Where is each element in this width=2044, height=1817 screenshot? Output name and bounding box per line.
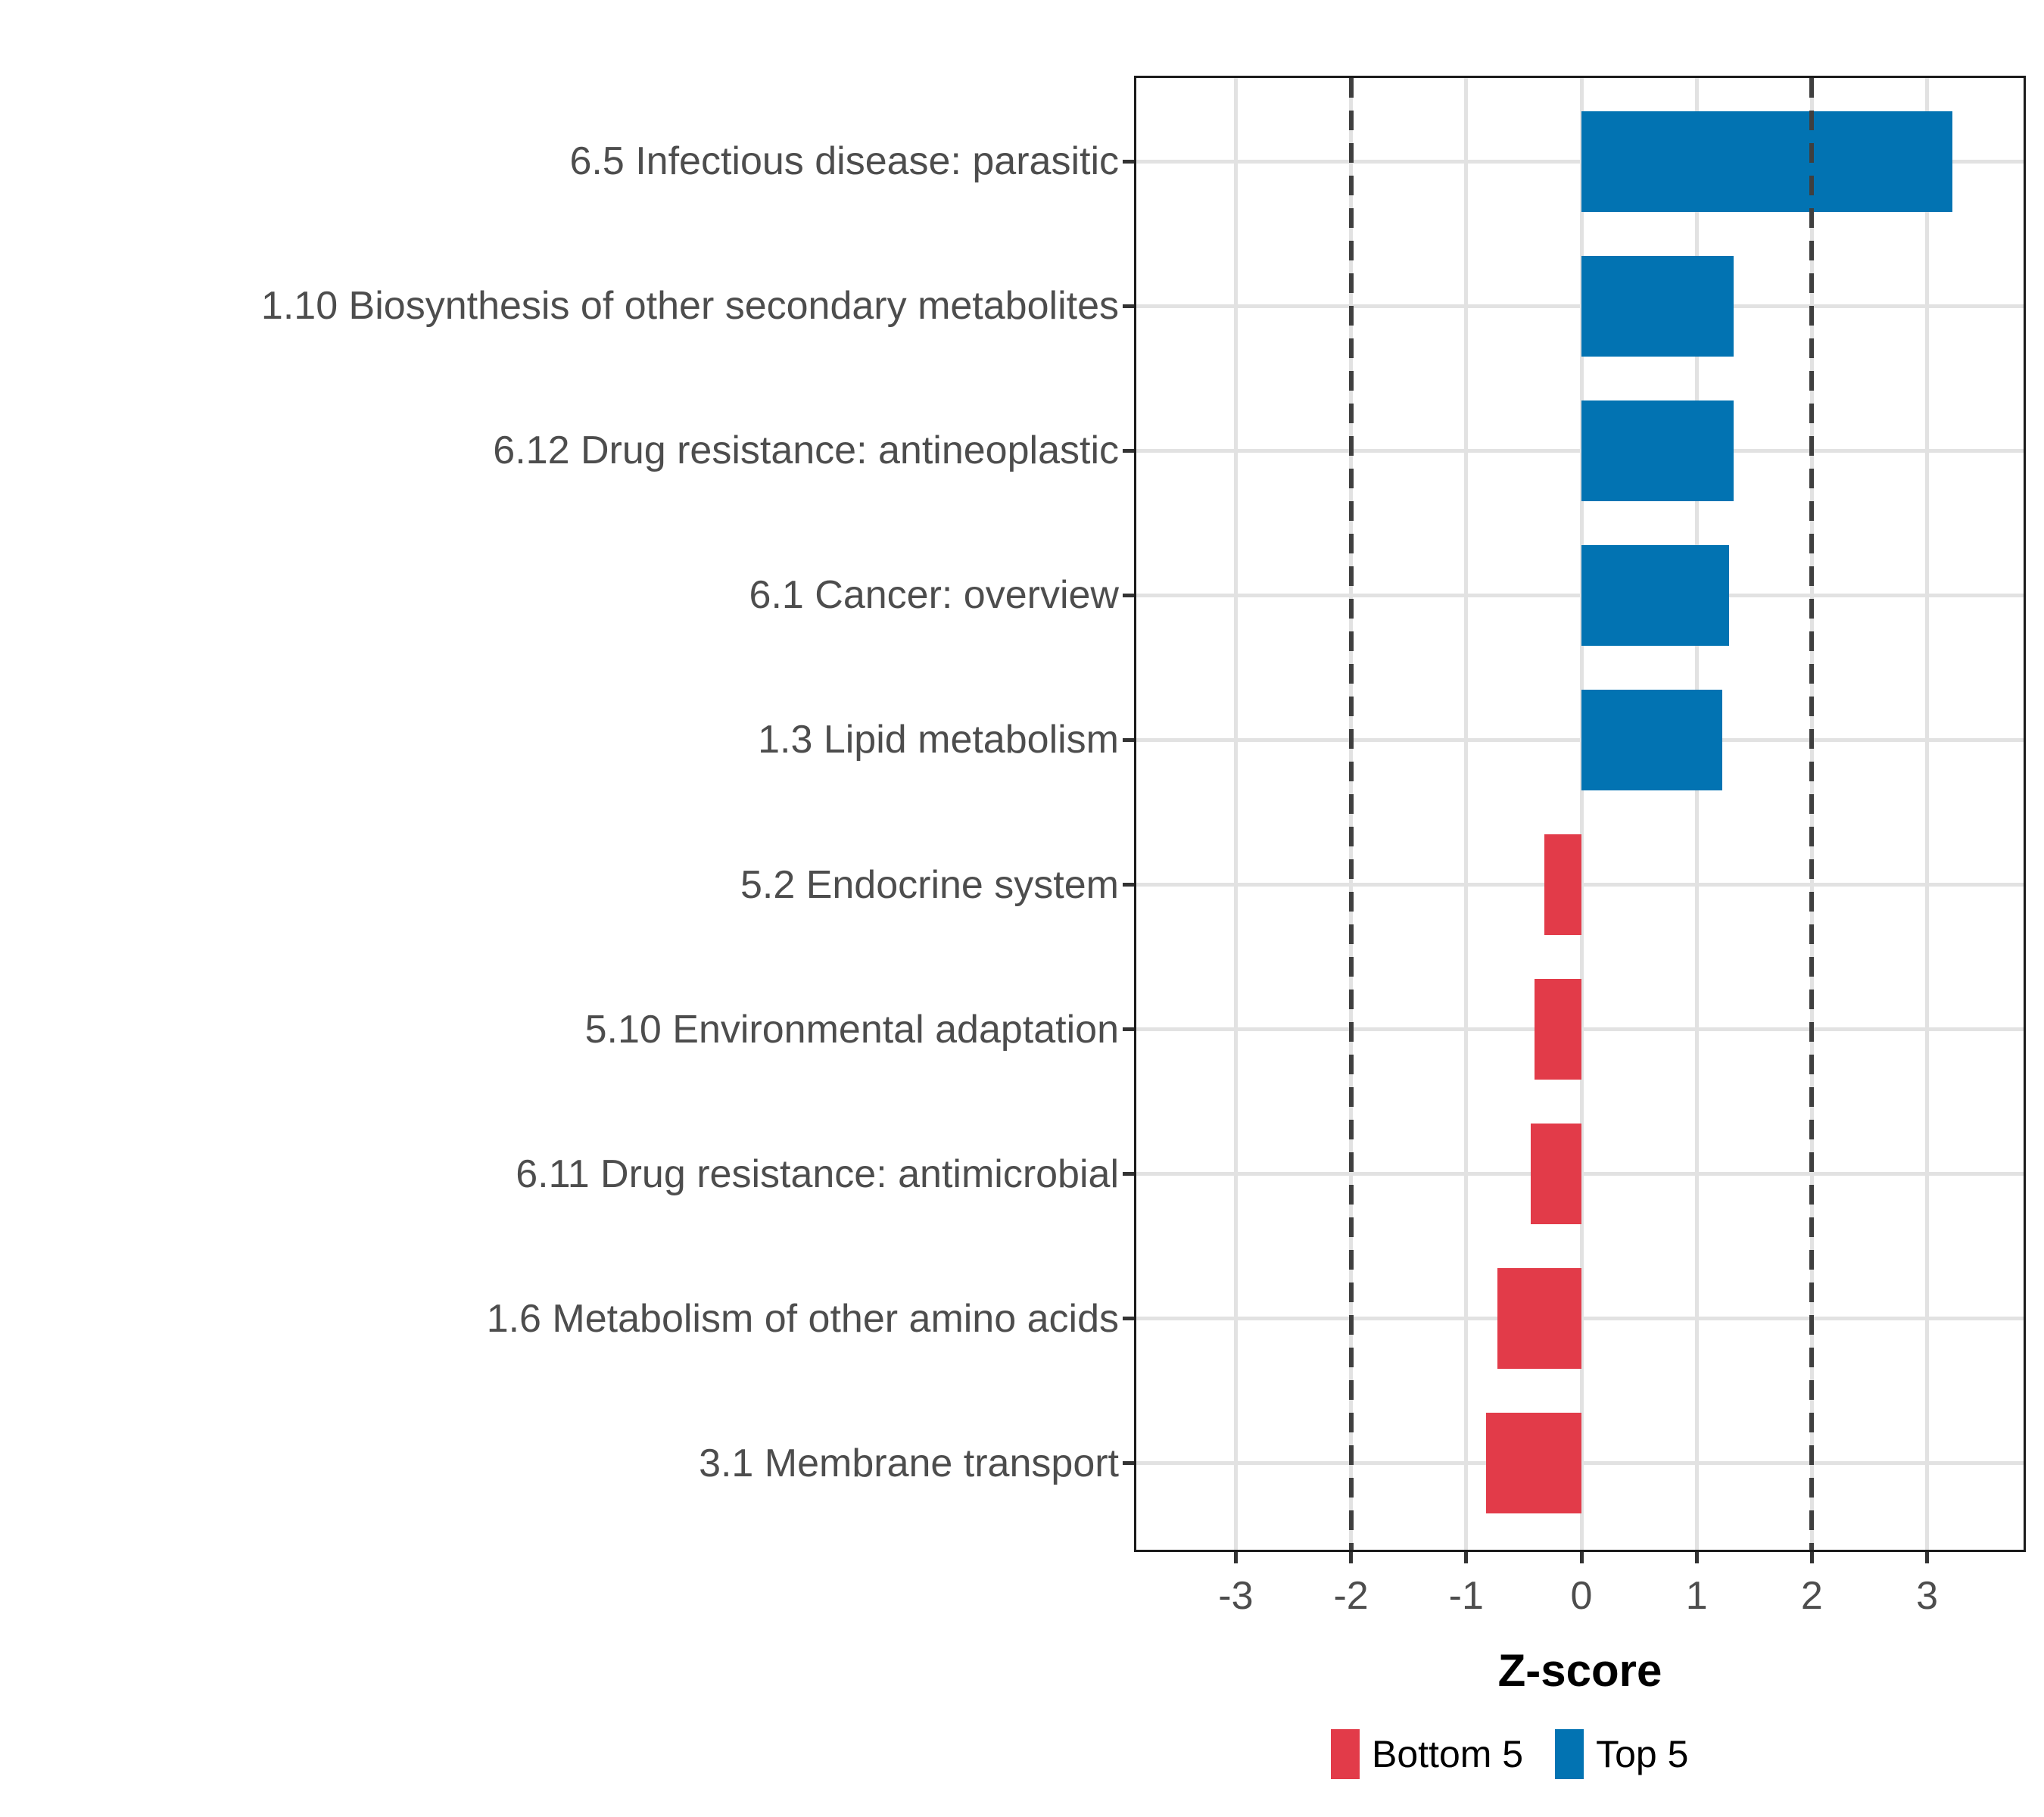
legend-label-bottom5: Bottom 5 (1372, 1733, 1524, 1775)
x-tick-label: 2 (1800, 1574, 1823, 1618)
x-tick-label: -1 (1448, 1574, 1484, 1618)
x-gridline (1233, 78, 1238, 1550)
bar (1497, 1268, 1581, 1370)
x-axis-tick (1925, 1552, 1930, 1563)
x-axis-tick (1694, 1552, 1699, 1563)
legend-entry-bottom5: Bottom 5 (1331, 1729, 1523, 1779)
y-gridline (1136, 737, 2024, 742)
x-axis-tick (1233, 1552, 1238, 1563)
bar (1581, 544, 1729, 646)
x-gridline (1694, 78, 1699, 1550)
y-axis-tick (1123, 1027, 1134, 1032)
x-gridline (1925, 78, 1930, 1550)
bar (1581, 400, 1734, 501)
x-tick-label: 1 (1685, 1574, 1708, 1618)
y-axis-tick (1123, 1172, 1134, 1177)
legend-entry-top5: Top 5 (1555, 1729, 1688, 1779)
category-label: 1.10 Biosynthesis of other secondary met… (260, 284, 1119, 329)
y-axis-tick (1123, 304, 1134, 308)
category-label: 6.5 Infectious disease: parasitic (569, 139, 1119, 183)
bar (1544, 834, 1581, 935)
category-label: 1.3 Lipid metabolism (758, 718, 1119, 762)
y-axis-tick (1123, 593, 1134, 597)
category-label: 6.1 Cancer: overview (749, 573, 1119, 618)
y-axis-tick (1123, 159, 1134, 164)
y-axis-tick (1123, 1317, 1134, 1321)
y-gridline (1136, 593, 2024, 597)
reference-line (1348, 78, 1354, 1550)
x-gridline (1579, 78, 1584, 1550)
y-axis-tick (1123, 883, 1134, 887)
legend: Bottom 5 Top 5 (1331, 1729, 1688, 1779)
bar (1534, 979, 1581, 1080)
x-tick-label: -3 (1218, 1574, 1254, 1618)
x-tick-label: 3 (1916, 1574, 1939, 1618)
x-gridline (1464, 78, 1469, 1550)
bar (1581, 255, 1734, 357)
y-axis-tick (1123, 737, 1134, 742)
x-tick-label: 0 (1570, 1574, 1593, 1618)
legend-label-top5: Top 5 (1596, 1733, 1689, 1775)
y-axis-tick (1123, 448, 1134, 453)
category-label: 6.12 Drug resistance: antineoplastic (493, 429, 1119, 473)
category-label: 3.1 Membrane transport (699, 1441, 1119, 1485)
x-axis-tick (1809, 1552, 1814, 1563)
bar (1581, 111, 1953, 212)
y-gridline (1136, 159, 2024, 164)
category-label: 5.10 Environmental adaptation (584, 1007, 1119, 1052)
reference-line (1809, 78, 1815, 1550)
x-axis-tick (1349, 1552, 1354, 1563)
bar (1531, 1124, 1581, 1225)
legend-swatch-top5 (1555, 1729, 1584, 1779)
y-gridline (1136, 304, 2024, 308)
x-axis-tick (1464, 1552, 1469, 1563)
legend-swatch-bottom5 (1331, 1729, 1360, 1779)
x-axis-tick (1579, 1552, 1584, 1563)
category-label: 1.6 Metabolism of other amino acids (486, 1296, 1119, 1341)
chart-panel (1134, 76, 2026, 1552)
y-gridline (1136, 448, 2024, 453)
category-label: 6.11 Drug resistance: antimicrobial (516, 1152, 1119, 1196)
x-axis-title: Z-score (1497, 1645, 1662, 1696)
bar (1485, 1413, 1581, 1514)
category-label: 5.2 Endocrine system (740, 862, 1119, 907)
y-axis-tick (1123, 1461, 1134, 1466)
bar (1581, 689, 1722, 790)
x-tick-label: -2 (1333, 1574, 1369, 1618)
